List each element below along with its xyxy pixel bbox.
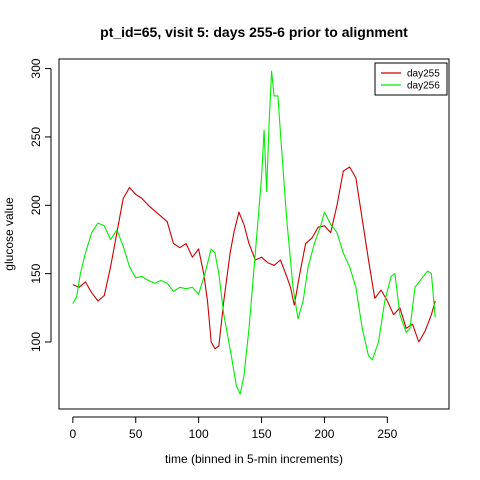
x-tick-label: 0 — [69, 427, 76, 441]
chart-title: pt_id=65, visit 5: days 255-6 prior to a… — [100, 24, 408, 40]
x-axis-label: time (binned in 5-min increments) — [165, 452, 343, 466]
legend-label-day255: day255 — [407, 69, 440, 80]
y-axis: 100 150 200 250 300 — [29, 58, 52, 352]
x-tick-label: 150 — [252, 427, 272, 441]
series-line-day255 — [72, 166, 436, 350]
y-tick-label: 250 — [29, 127, 43, 147]
x-tick-label: 50 — [129, 427, 143, 441]
y-axis-label: glucose value — [2, 197, 16, 271]
legend-box — [374, 62, 448, 96]
y-tick-label: 150 — [29, 263, 43, 283]
y-tick-label: 300 — [29, 58, 43, 78]
y-tick-label: 100 — [29, 332, 43, 352]
y-tick-label: 200 — [29, 195, 43, 215]
x-tick-label: 200 — [314, 427, 334, 441]
x-tick-label: 250 — [377, 427, 397, 441]
x-tick-label: 100 — [189, 427, 209, 441]
series-line-day256 — [72, 70, 436, 395]
plot-frame — [58, 58, 450, 410]
series-layer — [72, 70, 436, 395]
legend-label-day256: day256 — [407, 81, 440, 92]
x-axis: 0 50 100 150 200 250 — [69, 416, 398, 441]
